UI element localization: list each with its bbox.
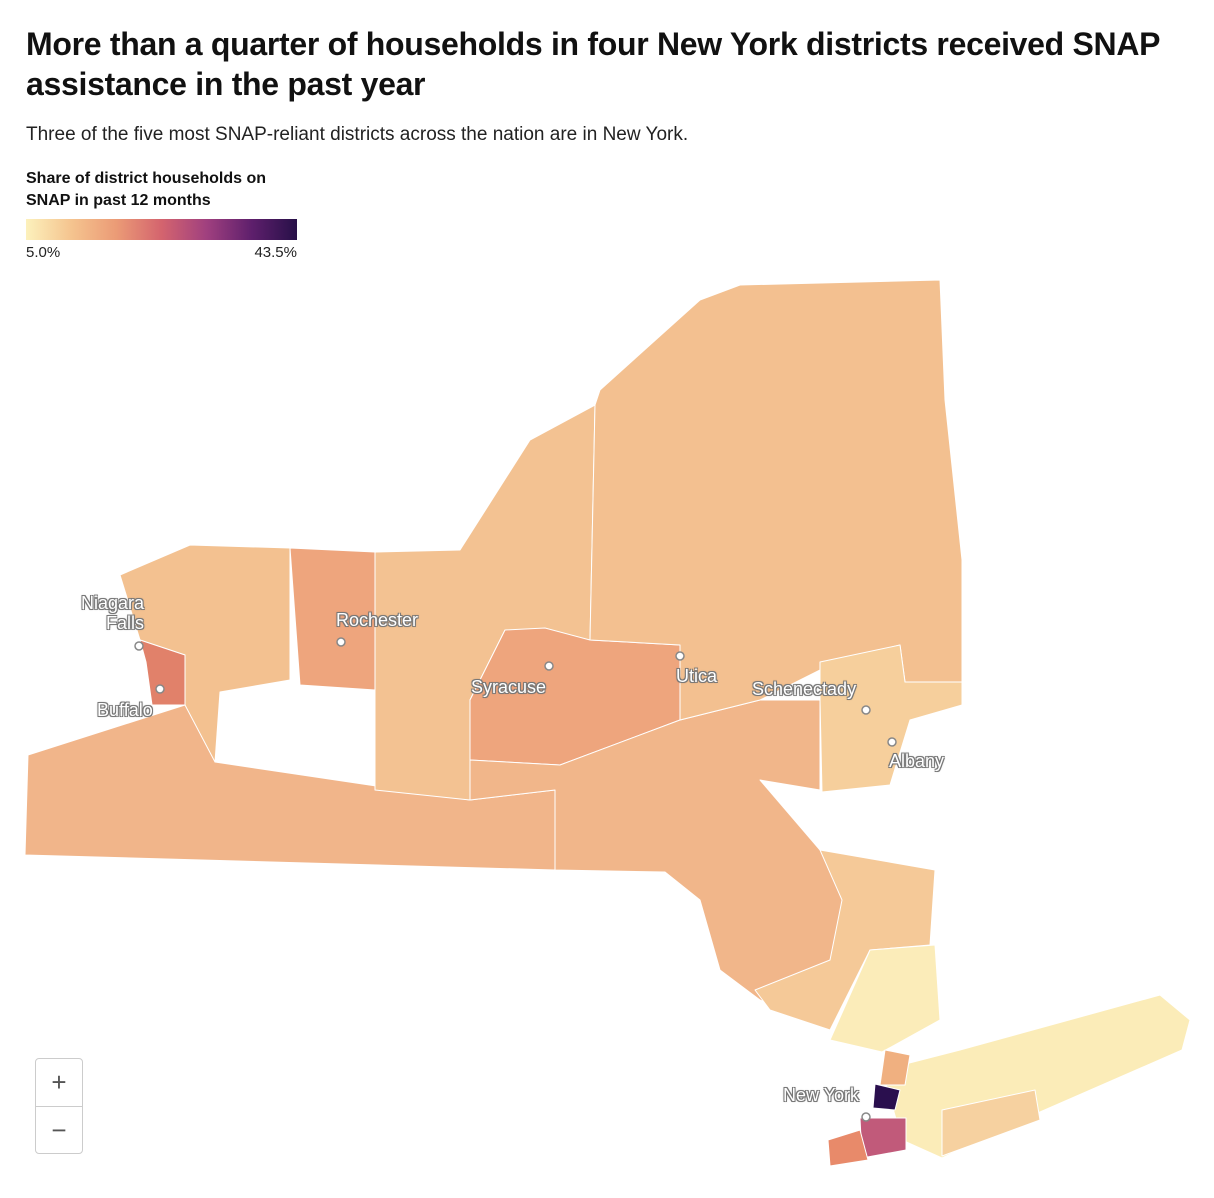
subtitle: Three of the five most SNAP-reliant dist… bbox=[26, 124, 689, 145]
district bbox=[819, 644, 963, 793]
title: More than a quarter of households in fou… bbox=[26, 26, 1160, 102]
city-label: Utica bbox=[676, 666, 718, 686]
city-label: Niagara Falls bbox=[80, 593, 144, 633]
city-dot bbox=[336, 637, 346, 647]
city-dot bbox=[675, 651, 685, 661]
city-dot bbox=[544, 661, 554, 671]
city-dot bbox=[861, 1112, 871, 1122]
city-dot bbox=[134, 641, 144, 651]
zoom-in[interactable]: + bbox=[51, 1067, 67, 1097]
district bbox=[139, 639, 186, 706]
city-label: New York bbox=[783, 1085, 860, 1105]
city-dot bbox=[861, 705, 871, 715]
district bbox=[879, 1049, 911, 1086]
city-label: Schenectady bbox=[752, 679, 857, 699]
district bbox=[872, 1083, 901, 1111]
city-label: Albany bbox=[889, 751, 945, 771]
legend-min: 5.0% bbox=[26, 244, 61, 261]
legend-gradient bbox=[26, 219, 297, 240]
district bbox=[829, 944, 941, 1053]
district bbox=[754, 849, 936, 1031]
city-label: Rochester bbox=[336, 610, 419, 630]
district bbox=[859, 1117, 907, 1159]
legend-title: Share of district households on SNAP in … bbox=[26, 170, 267, 209]
zoom-out[interactable]: − bbox=[36, 1106, 82, 1153]
city-dot bbox=[155, 684, 165, 694]
legend-max: 43.5% bbox=[254, 244, 297, 261]
city-label: Syracuse bbox=[471, 677, 547, 697]
city-label: Buffalo bbox=[97, 700, 153, 720]
district bbox=[827, 1129, 869, 1167]
district bbox=[941, 1089, 1041, 1157]
zoom-control: + − bbox=[35, 1058, 83, 1154]
city-dot bbox=[887, 737, 897, 747]
